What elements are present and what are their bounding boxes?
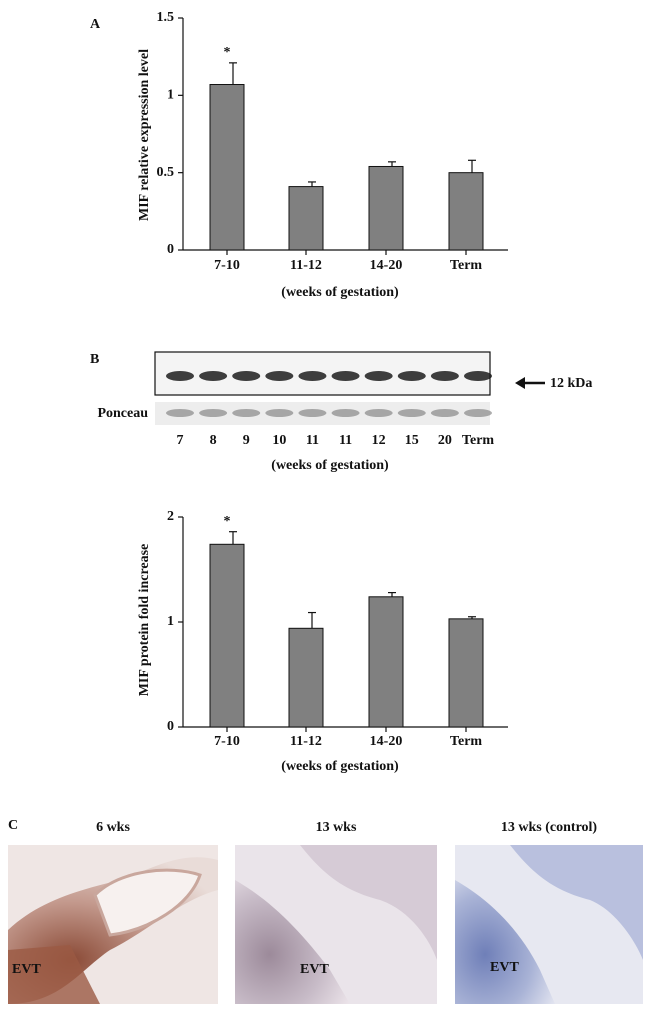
ponceau-band	[199, 409, 228, 417]
lane-label: 7	[177, 433, 184, 448]
ponceau-band	[298, 409, 327, 417]
y-tick-label: 1	[167, 88, 174, 103]
lane-label: 11	[306, 433, 319, 448]
micrograph-labels: 6 wks EVT 13 wks EVT 13 wks (control) EVT	[12, 820, 597, 977]
x-tick-label: 14-20	[370, 734, 403, 749]
protein-band	[232, 371, 261, 381]
bar	[209, 84, 245, 251]
lane-label: 8	[210, 433, 217, 448]
protein-band	[298, 371, 327, 381]
significance-mark: *	[224, 45, 231, 60]
panel-label: B	[90, 352, 99, 367]
panel-label: C	[8, 818, 18, 833]
lane-label: 15	[405, 433, 419, 448]
panel-label: A	[90, 17, 101, 32]
bar	[288, 627, 324, 728]
micrograph-label: EVT	[490, 960, 519, 975]
y-axis-title: MIF relative expression level	[137, 49, 152, 221]
x-tick-label: Term	[450, 734, 482, 749]
bar	[448, 172, 484, 251]
x-axis-title: (weeks of gestation)	[281, 285, 399, 300]
lane-label: Term	[462, 433, 494, 448]
micrograph	[455, 845, 643, 1004]
band-label: 12 kDa	[550, 376, 592, 391]
y-tick-label: 0	[167, 242, 174, 257]
micrograph-title: 13 wks	[316, 820, 357, 835]
ponceau-band	[464, 409, 492, 417]
micrograph	[8, 845, 218, 1004]
micrograph-title: 13 wks (control)	[501, 820, 598, 835]
x-tick-label: 11-12	[290, 258, 322, 273]
bar	[448, 618, 484, 728]
y-tick-label: 1.5	[157, 10, 175, 25]
significance-mark: *	[224, 514, 231, 529]
y-tick-label: 0.5	[157, 165, 175, 180]
protein-band	[464, 371, 492, 381]
y-tick-label: 1	[167, 614, 174, 629]
micrograph	[235, 845, 437, 1004]
x-tick-label: Term	[450, 258, 482, 273]
protein-band	[364, 371, 393, 381]
protein-band	[331, 371, 360, 381]
ponceau-band	[397, 409, 426, 417]
lane-label: 9	[243, 433, 250, 448]
ponceau-band	[331, 409, 360, 417]
lane-label: 10	[272, 433, 286, 448]
y-tick-label: 2	[167, 509, 174, 524]
lane-label: 11	[339, 433, 352, 448]
micrograph-title: 6 wks	[96, 820, 130, 835]
lane-label: 20	[438, 433, 452, 448]
loading-label: Ponceau	[97, 406, 148, 421]
y-axis-title: MIF protein fold increase	[137, 544, 152, 697]
ponceau-band	[265, 409, 294, 417]
ponceau-band	[232, 409, 261, 417]
x-tick-label: 7-10	[214, 258, 240, 273]
x-tick-label: 11-12	[290, 734, 322, 749]
protein-band	[166, 371, 194, 381]
protein-band	[397, 371, 426, 381]
x-tick-label: 7-10	[214, 734, 240, 749]
x-axis-title: (weeks of gestation)	[271, 458, 389, 473]
bar	[368, 165, 404, 251]
bar	[368, 596, 404, 728]
ponceau-band	[166, 409, 194, 417]
protein-band	[430, 371, 459, 381]
bar	[209, 543, 245, 728]
arrow-head	[515, 377, 525, 389]
protein-band	[199, 371, 228, 381]
ponceau-band	[430, 409, 459, 417]
bar	[288, 186, 324, 251]
blot-lanes	[166, 371, 492, 417]
lane-label: 12	[372, 433, 386, 448]
protein-band	[265, 371, 294, 381]
x-axis-title: (weeks of gestation)	[281, 759, 399, 774]
ponceau-band	[364, 409, 393, 417]
micrograph-label: EVT	[300, 962, 329, 977]
y-tick-label: 0	[167, 719, 174, 734]
x-tick-label: 14-20	[370, 258, 403, 273]
micrograph-label: EVT	[12, 962, 41, 977]
